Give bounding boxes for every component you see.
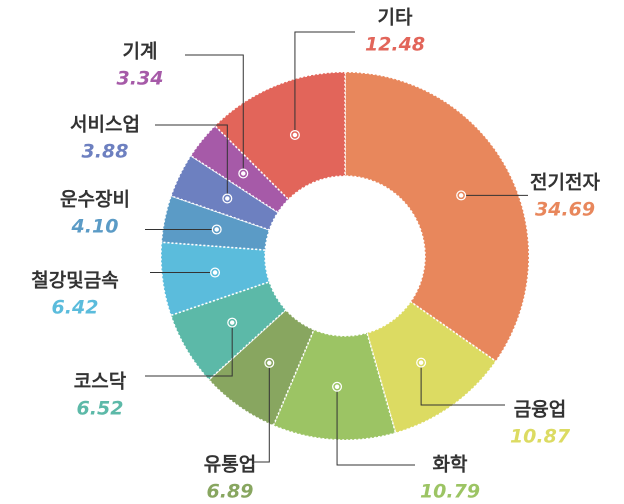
value-label: 6.89 [207,481,254,503]
donut-slice [189,124,290,214]
leader-line [294,31,355,135]
marker-dot [239,169,248,178]
marker-dot [457,191,465,200]
donut-slice [366,300,497,434]
marker-dot [212,225,221,234]
donut-slice [213,71,346,201]
leader-line [336,386,415,466]
value-label: 10.79 [420,481,480,503]
category-label: 철강및금속 [31,270,118,292]
category-label: 전기전자 [530,172,600,194]
value-label: 3.88 [82,141,129,163]
category-label: 기타 [378,7,413,29]
value-label: 12.48 [365,34,425,56]
category-label: 유통업 [204,454,256,476]
category-label: 코스닥 [74,371,127,393]
leader-line [252,362,270,463]
category-label: 운수장비 [60,189,130,211]
leader-line [185,54,244,174]
value-label: 6.42 [52,297,99,319]
category-label: 화학 [433,454,468,476]
value-label: 3.34 [117,68,164,90]
marker-dot [333,383,341,391]
marker-dot [211,268,219,277]
donut-slice [207,308,315,427]
value-label: 34.69 [535,199,595,221]
category-label: 서비스업 [70,114,140,136]
marker-dot [223,194,232,203]
marker-dot [417,358,425,367]
donut-slice [160,241,271,317]
value-label: 10.87 [510,426,571,448]
leader-line [155,124,228,199]
value-label: 6.52 [77,398,124,420]
marker-dot [291,131,299,139]
category-label: 금융업 [514,399,566,421]
category-label: 기계 [123,41,158,63]
donut-slice [344,71,530,363]
value-label: 4.10 [71,216,119,238]
donut-slice [160,194,271,251]
leader-line [145,322,233,377]
marker-dot [228,318,236,327]
marker-dot [265,359,274,367]
leader-line [420,362,505,406]
